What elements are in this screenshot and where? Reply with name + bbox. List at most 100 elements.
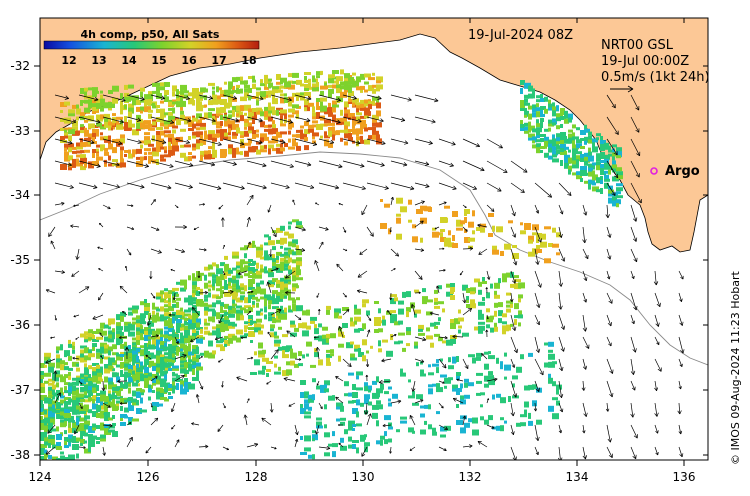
sst-pixel xyxy=(192,147,196,151)
sst-pixel xyxy=(164,346,170,351)
sst-pixel xyxy=(48,366,54,373)
sst-pixel xyxy=(56,382,59,388)
sst-pixel xyxy=(96,380,101,384)
current-arrow xyxy=(678,292,683,302)
sst-pixel xyxy=(128,125,132,131)
sst-pixel xyxy=(220,302,224,308)
sst-pixel xyxy=(304,99,309,106)
current-arrow xyxy=(630,160,640,178)
sst-pixel xyxy=(288,126,292,130)
sst-pixel xyxy=(104,408,108,413)
sst-pixel xyxy=(184,318,190,321)
sst-pixel xyxy=(452,235,455,241)
sst-pixel xyxy=(552,243,559,248)
sst-pixel xyxy=(172,381,175,388)
sst-pixel xyxy=(92,379,98,383)
sst-pixel xyxy=(500,251,504,256)
x-tick-label: 136 xyxy=(673,470,696,484)
sst-pixel xyxy=(596,161,601,168)
sst-pixel xyxy=(52,380,55,384)
sst-pixel xyxy=(608,149,613,153)
current-arrow xyxy=(478,248,488,255)
sst-pixel xyxy=(228,337,233,344)
current-arrow xyxy=(286,330,296,338)
sst-pixel xyxy=(112,332,115,338)
y-tick-label: -38 xyxy=(10,448,30,462)
sst-pixel xyxy=(564,110,568,116)
sst-pixel xyxy=(332,80,339,84)
sst-pixel xyxy=(252,288,257,295)
sst-pixel xyxy=(204,354,209,358)
sst-pixel xyxy=(272,86,279,90)
sst-pixel xyxy=(224,315,229,320)
current-arrow xyxy=(342,309,350,316)
sst-pixel xyxy=(292,134,296,138)
sst-pixel xyxy=(188,359,192,363)
sst-pixel xyxy=(264,106,269,112)
sst-pixel xyxy=(180,311,185,318)
sst-pixel xyxy=(520,422,526,427)
sst-pixel xyxy=(308,406,312,411)
sst-pixel xyxy=(200,122,206,127)
current-arrow xyxy=(382,423,392,428)
sst-pixel xyxy=(76,393,82,399)
current-arrow xyxy=(294,182,315,190)
sst-pixel xyxy=(160,334,165,338)
current-arrow xyxy=(122,310,128,316)
sst-pixel xyxy=(514,303,519,310)
sst-pixel xyxy=(460,220,465,225)
sst-pixel xyxy=(448,238,451,245)
sst-pixel xyxy=(168,352,175,358)
sst-pixel xyxy=(148,384,151,389)
sst-pixel xyxy=(172,303,179,308)
sst-pixel xyxy=(44,372,51,377)
sst-pixel xyxy=(592,170,595,176)
sst-pixel xyxy=(248,146,255,153)
sst-pixel xyxy=(324,135,330,139)
current-arrow xyxy=(198,380,204,390)
sst-pixel xyxy=(284,263,289,268)
sst-pixel xyxy=(464,209,470,214)
sst-pixel xyxy=(444,425,451,431)
sst-pixel xyxy=(372,412,378,419)
sst-pixel xyxy=(100,402,103,406)
sst-pixel xyxy=(516,422,521,427)
sst-pixel xyxy=(272,294,275,300)
sst-pixel xyxy=(528,235,534,242)
sst-pixel xyxy=(422,288,426,293)
sst-pixel xyxy=(120,315,124,322)
sst-pixel xyxy=(340,121,347,125)
sst-pixel xyxy=(84,127,87,132)
sst-pixel xyxy=(176,319,182,323)
sst-pixel xyxy=(450,291,454,294)
current-arrow xyxy=(438,138,456,146)
sst-pixel xyxy=(168,290,175,295)
sst-pixel xyxy=(60,102,67,107)
sst-pixel xyxy=(68,398,72,403)
current-arrow xyxy=(53,370,58,382)
sst-pixel xyxy=(200,328,203,334)
sst-pixel xyxy=(360,119,366,125)
sst-pixel xyxy=(358,328,364,331)
sst-pixel xyxy=(302,310,307,316)
current-arrow xyxy=(261,417,272,426)
sst-pixel xyxy=(236,317,240,321)
sst-pixel xyxy=(172,145,179,152)
sst-pixel xyxy=(176,101,182,108)
sst-pixel xyxy=(156,308,163,312)
sst-pixel xyxy=(592,186,599,192)
current-arrow xyxy=(71,270,80,277)
sst-pixel xyxy=(592,138,598,143)
sst-pixel xyxy=(100,410,104,414)
sst-pixel xyxy=(268,316,275,322)
sst-pixel xyxy=(88,438,95,444)
current-arrow xyxy=(168,313,176,317)
sst-pixel xyxy=(336,130,340,136)
sst-pixel xyxy=(604,166,611,170)
sst-pixel xyxy=(312,434,318,441)
sst-pixel xyxy=(482,281,487,284)
sst-pixel xyxy=(52,428,56,432)
sst-pixel xyxy=(412,236,418,243)
current-arrow xyxy=(462,292,467,304)
sst-pixel xyxy=(192,297,197,302)
